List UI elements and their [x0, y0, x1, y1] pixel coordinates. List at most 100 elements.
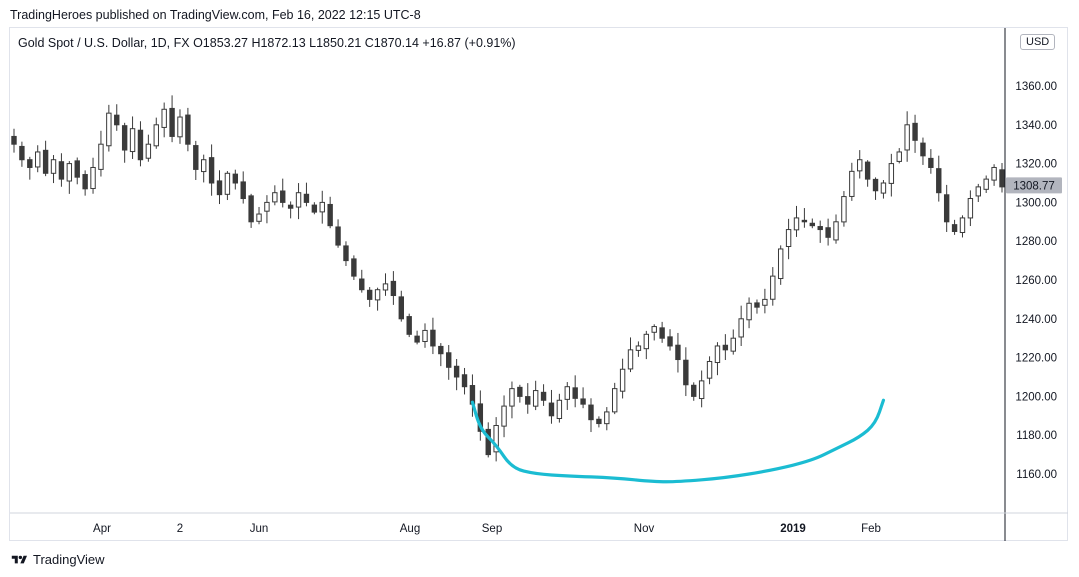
price-tick-label: 1360.00 — [1015, 81, 1057, 93]
candle — [793, 205, 800, 237]
candle — [406, 313, 412, 338]
candle — [706, 356, 713, 385]
time-tick-label: Feb — [861, 523, 881, 535]
candle — [556, 393, 563, 423]
candle — [762, 288, 768, 314]
candle — [58, 153, 65, 187]
candle — [343, 241, 349, 266]
candle — [540, 384, 547, 406]
candle — [169, 95, 175, 143]
candle — [619, 358, 626, 399]
candle — [129, 116, 136, 159]
candle — [509, 381, 515, 419]
candle — [714, 342, 721, 376]
candle — [374, 287, 381, 311]
candle — [256, 206, 262, 225]
candle — [612, 382, 618, 415]
candle — [287, 201, 294, 219]
candle — [580, 387, 586, 409]
candle — [232, 169, 239, 190]
candle — [809, 218, 816, 229]
candle — [11, 128, 17, 153]
candle — [659, 321, 665, 343]
last-price-label: 1308.77 — [1013, 180, 1055, 192]
candle — [675, 332, 681, 373]
candle — [422, 323, 428, 348]
candle — [936, 155, 942, 202]
candle — [485, 422, 491, 458]
candle — [161, 102, 167, 138]
time-tick-label: 2 — [177, 523, 183, 535]
candle — [327, 196, 333, 229]
time-tick-label: Nov — [634, 523, 655, 535]
candle — [90, 157, 96, 194]
brand-footer[interactable]: TradingView — [10, 552, 105, 567]
candle — [951, 219, 958, 235]
candle — [785, 218, 792, 260]
time-axis: Apr 2 Jun Aug Sep Nov 2019 Feb — [93, 523, 881, 535]
candle — [888, 153, 895, 197]
candle — [572, 375, 578, 408]
candle — [438, 343, 444, 367]
candle — [841, 191, 847, 227]
candle — [114, 104, 120, 131]
candle — [967, 190, 974, 227]
candle — [200, 154, 207, 183]
candle — [698, 370, 705, 408]
chart-frame — [9, 27, 1068, 541]
candle — [74, 157, 80, 185]
candle — [216, 170, 223, 205]
price-tick-label: 1320.00 — [1015, 159, 1057, 171]
candle — [991, 164, 997, 186]
candle — [295, 183, 302, 220]
candle — [185, 107, 191, 152]
candle — [920, 137, 926, 165]
candle — [857, 150, 863, 179]
tradingview-logo-icon — [11, 555, 27, 563]
candle — [153, 117, 159, 149]
candle — [453, 358, 460, 391]
candle — [446, 345, 452, 380]
candles-layer — [11, 95, 1005, 462]
candle — [106, 104, 112, 152]
candle — [943, 184, 950, 232]
time-tick-label: Apr — [93, 523, 111, 535]
candle — [667, 329, 673, 351]
candle — [366, 287, 373, 307]
candle — [351, 255, 357, 280]
candle — [691, 382, 697, 401]
publish-caption: TradingHeroes published on TradingView.c… — [10, 8, 421, 22]
candle — [193, 140, 199, 181]
candle — [770, 267, 776, 306]
price-tick-label: 1220.00 — [1015, 353, 1057, 365]
currency-button[interactable]: USD — [1020, 34, 1056, 50]
candle — [414, 330, 420, 345]
time-tick-label: Aug — [400, 523, 420, 535]
candle — [777, 245, 784, 285]
candle — [525, 383, 531, 414]
candle — [904, 111, 910, 162]
candle — [999, 163, 1005, 193]
price-tick-label: 1180.00 — [1016, 430, 1057, 442]
candle — [82, 170, 88, 196]
candle — [240, 171, 246, 204]
candle — [66, 161, 73, 194]
candle — [98, 130, 104, 177]
candle — [817, 220, 823, 243]
candle — [833, 214, 839, 244]
candle — [548, 389, 555, 424]
price-tick-label: 1160.00 — [1016, 469, 1057, 481]
candle — [248, 193, 254, 228]
price-tick-label: 1300.00 — [1015, 197, 1057, 209]
candle — [359, 269, 365, 293]
candle — [390, 271, 397, 305]
candle — [604, 407, 610, 431]
price-tick-label: 1200.00 — [1015, 391, 1057, 403]
candle — [643, 330, 650, 360]
candle — [398, 290, 404, 322]
candle — [35, 145, 41, 173]
rounding-bottom-annotation — [470, 398, 886, 484]
candle — [461, 367, 468, 395]
candle — [754, 299, 760, 314]
